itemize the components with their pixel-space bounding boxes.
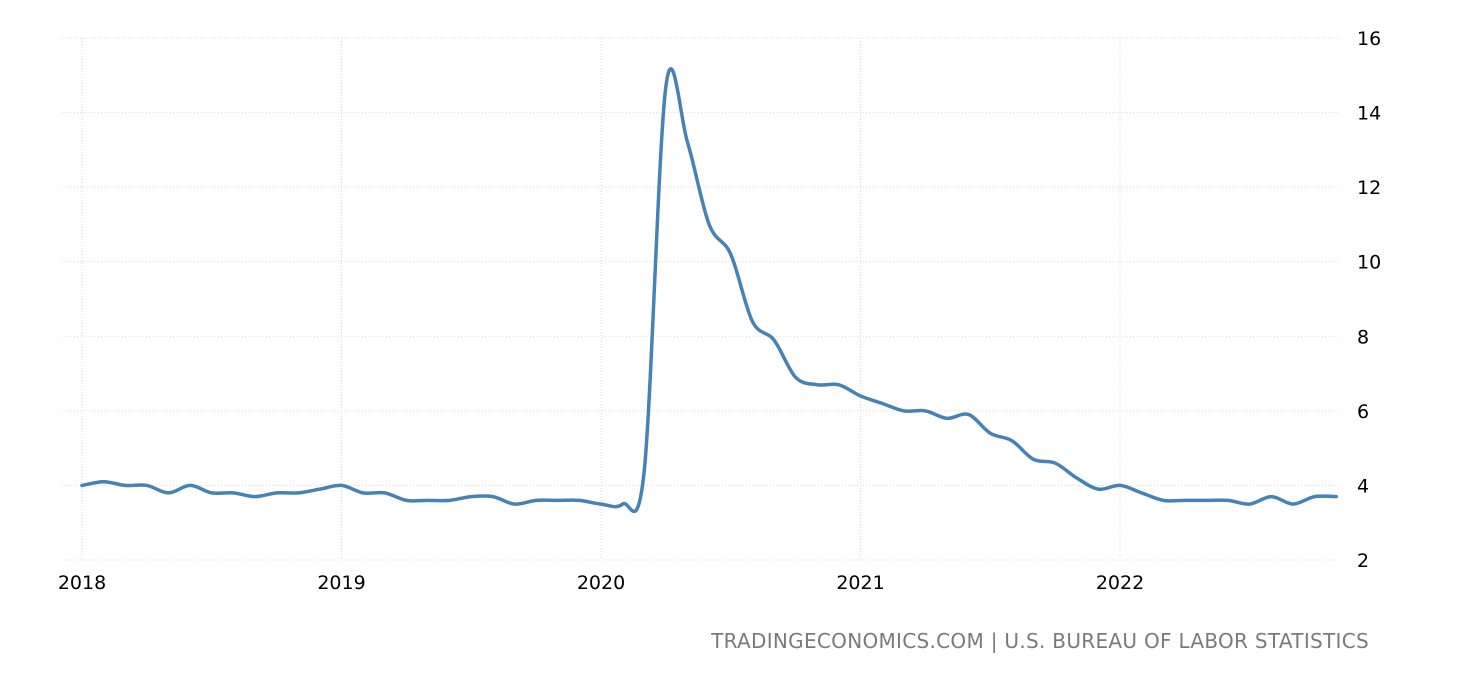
y-tick-label: 2 (1357, 550, 1369, 572)
x-axis-ticks: 2018 2019 2020 2021 2022 (58, 572, 1144, 594)
y-tick-label: 10 (1357, 252, 1381, 274)
x-tick-label: 2019 (317, 572, 365, 594)
y-tick-label: 12 (1357, 177, 1381, 199)
series-line (80, 67, 1338, 514)
source-attribution: TRADINGECONOMICS.COM | U.S. BUREAU OF LA… (711, 629, 1369, 653)
x-tick-label: 2018 (58, 572, 106, 594)
y-tick-label: 8 (1357, 326, 1369, 348)
x-tick-label: 2021 (836, 572, 884, 594)
y-tick-label: 6 (1357, 401, 1369, 423)
y-tick-label: 4 (1357, 475, 1369, 497)
y-tick-label: 14 (1357, 103, 1381, 125)
grid (62, 37, 1338, 561)
y-axis-ticks: 2 4 6 8 10 12 14 16 (1357, 28, 1381, 572)
x-tick-label: 2022 (1096, 572, 1144, 594)
y-tick-label: 16 (1357, 28, 1381, 50)
series-layer (80, 67, 1338, 514)
x-tick-label: 2020 (577, 572, 625, 594)
